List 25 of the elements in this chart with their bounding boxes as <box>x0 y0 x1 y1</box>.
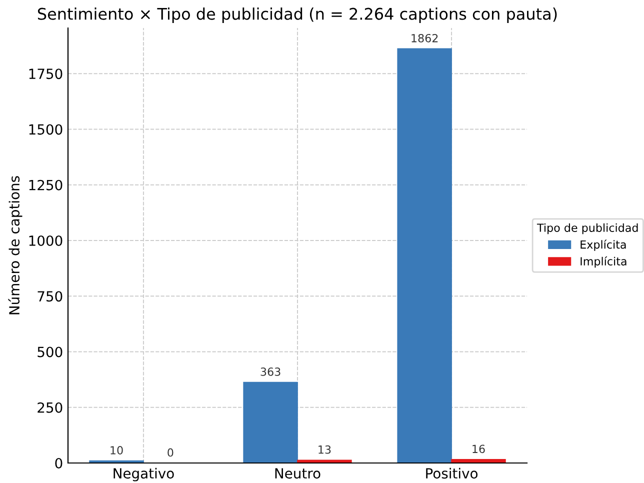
legend-title: Tipo de publicidad <box>536 223 638 234</box>
bar <box>243 382 298 463</box>
y-tick-label: 1000 <box>29 235 62 246</box>
legend-label: Implícita <box>580 256 626 268</box>
y-tick-label: 0 <box>55 458 62 468</box>
data-label: 16 <box>472 444 485 454</box>
y-axis-title: Número de captions <box>8 176 22 314</box>
y-tick-label: 750 <box>38 291 62 302</box>
legend-label: Explícita <box>580 240 626 251</box>
y-tick-label: 500 <box>38 346 62 358</box>
chart-title: Sentimiento × Tipo de publicidad (n = 2.264 captions con pauta) <box>38 8 557 23</box>
x-tick-label: Neutro <box>275 468 320 479</box>
bar <box>397 48 452 463</box>
x-tick-label: Negativo <box>114 468 174 482</box>
data-label: 363 <box>260 368 280 376</box>
data-label: 13 <box>318 445 331 454</box>
x-tick-label: Positivo <box>426 468 478 479</box>
data-label: 10 <box>110 446 123 454</box>
y-tick-label: 250 <box>38 402 62 413</box>
data-label: 1862 <box>412 34 438 42</box>
y-tick-label: 1250 <box>29 180 62 190</box>
y-tick-label: 1500 <box>29 124 62 135</box>
data-label: 0 <box>168 448 174 457</box>
bar <box>297 460 352 463</box>
y-tick-label: 1750 <box>29 68 62 80</box>
